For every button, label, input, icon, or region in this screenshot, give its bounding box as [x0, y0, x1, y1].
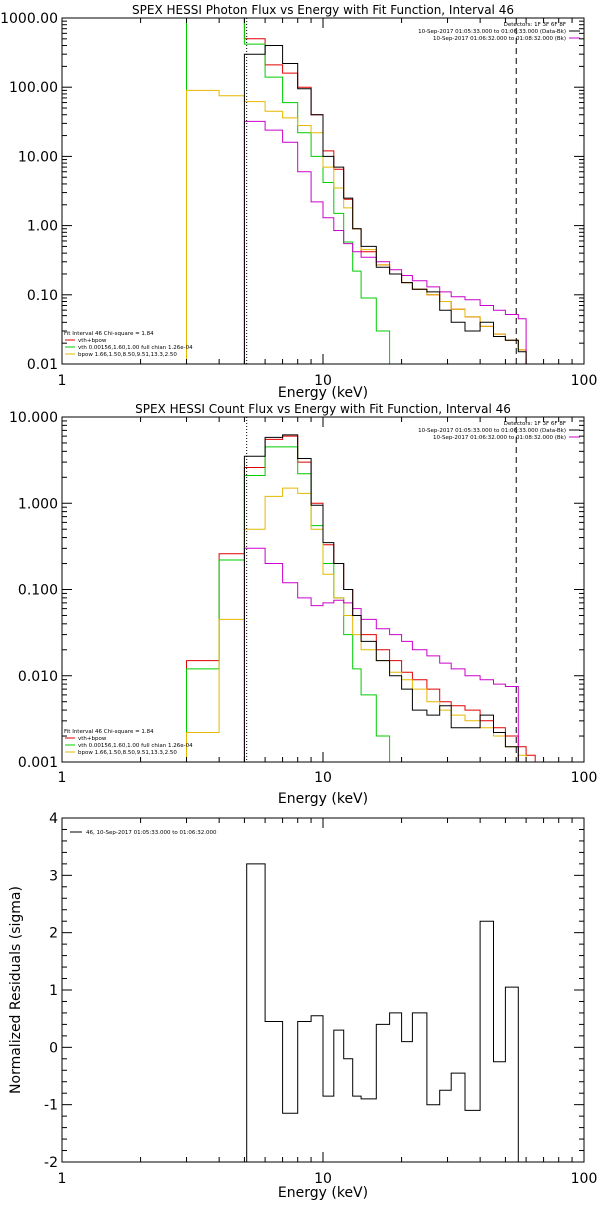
y-tick-label: 1.000: [18, 496, 58, 512]
series-background: [243, 120, 527, 364]
x-tick-label: 100: [571, 770, 598, 786]
series-data: [243, 434, 519, 762]
x-tick-label: 100: [571, 373, 598, 389]
series-bpow: [186, 487, 527, 762]
bottom-legend-entry: bpow 1.66,1.50,8.50,9.51,13.3,2.50: [78, 750, 177, 756]
bottom-legend-entry: Fit Interval 46 Chi-square = 1.84: [64, 331, 154, 337]
top-legend-entry: Detectors: 1F 3F 6F 8F: [504, 22, 566, 28]
bottom-legend-entry: Fit Interval 46 Chi-square = 1.84: [64, 729, 154, 735]
y-tick-label: 10.000: [9, 410, 58, 426]
x-tick-label: 1: [58, 373, 67, 389]
y-tick-label: 0.010: [18, 669, 58, 685]
series-vth: [186, 18, 391, 364]
x-axis-label: Energy (keV): [278, 1185, 368, 1200]
series-data: [243, 45, 527, 364]
y-tick-label: 0.100: [18, 583, 58, 599]
y-tick-label: 2: [49, 926, 58, 942]
x-tick-label: 100: [571, 1171, 598, 1187]
x-tick-label: 10: [314, 1171, 332, 1187]
chart-panel-3: 1 10 100 -2 -1 0 1 2 3 4 Energy (keV) Normalized Re…: [8, 811, 598, 1201]
top-legend-entry: Detectors: 1F 3F 6F 8F: [504, 421, 566, 427]
x-tick-label: 1: [58, 1171, 67, 1187]
y-tick-label: 1: [49, 983, 58, 999]
y-tick-label: 10.00: [18, 149, 58, 165]
bottom-legend-entry: vth+bpow: [78, 736, 107, 742]
series-data: [246, 863, 519, 1162]
residual-legend-entry: 46, 10-Sep-2017 01:05:33.000 to 01:06:32…: [86, 830, 217, 836]
y-tick-label: 1000.00: [0, 11, 58, 27]
bottom-legend-entry: bpow 1.66,1.50,8.50,9.51,13.3,2.50: [78, 352, 177, 358]
plot-area: [186, 18, 527, 364]
series-total_fit: [186, 18, 527, 364]
x-tick-label: 10: [314, 373, 332, 389]
plot-area: [186, 434, 536, 762]
x-axis-label: Energy (keV): [278, 791, 368, 807]
bottom-legend-entry: vth+bpow: [78, 338, 107, 344]
y-tick-label: 0.001: [18, 755, 58, 771]
x-axis-label: Energy (keV): [278, 385, 368, 401]
y-tick-label: 0.01: [27, 357, 58, 373]
top-legend-entry: 10-Sep-2017 01:06:32.000 to 01:08:32.000…: [433, 36, 566, 42]
x-tick-label: 1: [58, 770, 67, 786]
y-axis-label: Normalized Residuals (sigma): [8, 886, 24, 1094]
series-background: [243, 547, 519, 762]
plot-area: [246, 863, 519, 1162]
y-tick-label: 3: [49, 868, 58, 884]
y-tick-label: 1.00: [27, 219, 58, 235]
bottom-legend-entry: vth 0.00156,1.60,1.00 full chian 1.26e-0…: [78, 345, 193, 351]
x-tick-label: 10: [314, 770, 332, 786]
y-tick-label: 0.10: [27, 288, 58, 304]
y-tick-label: 0: [49, 1040, 58, 1056]
y-tick-label: -1: [44, 1098, 58, 1114]
top-legend-entry: 10-Sep-2017 01:05:33.000 to 01:06:33.000…: [418, 29, 566, 35]
y-tick-label: 100.00: [9, 80, 58, 96]
series-bpow: [186, 89, 527, 364]
y-tick-label: 4: [49, 811, 58, 827]
top-legend-entry: 10-Sep-2017 01:06:32.000 to 01:08:32.000…: [433, 435, 566, 441]
plot-frame: [61, 416, 585, 763]
top-legend-entry: 10-Sep-2017 01:05:33.000 to 01:06:33.000…: [418, 428, 566, 434]
chart-title: SPEX HESSI Photon Flux vs Energy with Fi…: [132, 3, 514, 17]
chart-panel-1: SPEX HESSI Photon Flux vs Energy with Fi…: [0, 3, 598, 401]
y-tick-label: -2: [44, 1155, 58, 1171]
chart-title: SPEX HESSI Count Flux vs Energy with Fit…: [135, 402, 511, 416]
bottom-legend-entry: vth 0.00156,1.60,1.00 full chian 1.26e-0…: [78, 743, 193, 749]
chart-panel-2: SPEX HESSI Count Flux vs Energy with Fit…: [9, 402, 598, 807]
